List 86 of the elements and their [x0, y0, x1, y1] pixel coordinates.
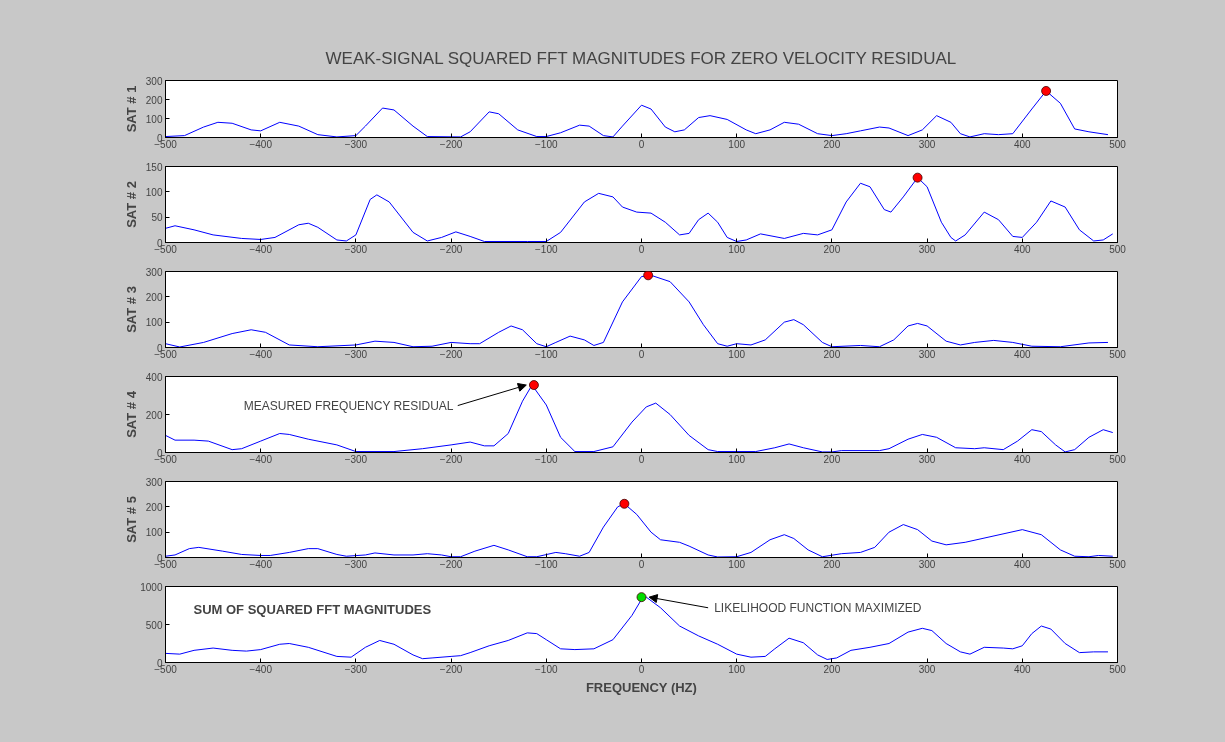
x-tick-label: 100 — [728, 558, 746, 570]
y-tick-label: 300 — [145, 476, 163, 488]
x-tick-label: 500 — [1109, 138, 1127, 150]
x-tick-label: 100 — [728, 453, 746, 465]
y-tick-label: 100 — [145, 527, 163, 539]
x-tick-label: −300 — [344, 558, 368, 570]
x-tick-label: −300 — [344, 243, 368, 255]
y-tick-label: 400 — [145, 371, 163, 383]
y-tick-label: 1000 — [140, 581, 163, 593]
x-tick-label: −100 — [535, 663, 558, 675]
x-tick-label: 300 — [918, 453, 936, 465]
x-tick-label: 500 — [1109, 453, 1127, 465]
x-axis-title: FREQUENCY (HZ) — [585, 679, 697, 695]
y-tick-label: 100 — [145, 186, 163, 198]
y-tick-label: 200 — [145, 291, 163, 303]
x-tick-label: 0 — [638, 558, 645, 570]
x-tick-label: 200 — [823, 558, 841, 570]
x-tick-label: 500 — [1109, 243, 1127, 255]
y-tick-label: 50 — [151, 212, 163, 224]
x-tick-label: −100 — [535, 558, 558, 570]
x-tick-label: 200 — [823, 453, 841, 465]
x-tick-label: 400 — [1013, 348, 1032, 360]
x-tick-label: 0 — [638, 138, 645, 150]
x-tick-label: −400 — [249, 663, 273, 675]
x-tick-label: 0 — [638, 348, 645, 360]
annotation: SUM OF SQUARED FFT MAGNITUDES — [193, 601, 432, 617]
x-tick-label: 300 — [918, 138, 936, 150]
x-tick-label: 0 — [638, 453, 645, 465]
x-tick-label: 500 — [1109, 348, 1127, 360]
x-tick-label: 100 — [728, 243, 746, 255]
x-tick-label: 400 — [1013, 558, 1032, 570]
x-tick-label: −400 — [249, 558, 273, 570]
x-tick-label: 0 — [638, 243, 645, 255]
y-tick-label: 100 — [145, 113, 163, 125]
y-tick-label: 200 — [145, 501, 163, 513]
x-tick-label: 400 — [1013, 138, 1032, 150]
x-tick-label: −300 — [344, 453, 368, 465]
y-tick-label: 300 — [145, 75, 163, 87]
x-tick-label: −200 — [439, 243, 463, 255]
x-tick-label: 300 — [918, 243, 936, 255]
y-tick-label: 100 — [145, 317, 163, 329]
y-axis-title: SAT # 3 — [123, 286, 139, 333]
x-tick-label: 300 — [918, 558, 936, 570]
x-tick-label: 300 — [918, 663, 936, 675]
x-tick-label: 300 — [918, 348, 936, 360]
x-tick-label: 400 — [1013, 663, 1032, 675]
x-tick-label: −300 — [344, 663, 368, 675]
y-axis-title: SAT # 2 — [123, 181, 139, 228]
y-axis-title: SAT # 1 — [123, 85, 139, 133]
x-tick-label: 500 — [1109, 558, 1127, 570]
x-tick-label: −400 — [249, 348, 273, 360]
x-tick-label: 100 — [728, 663, 746, 675]
x-tick-label: −100 — [535, 243, 558, 255]
x-tick-label: 200 — [823, 348, 841, 360]
x-tick-label: −400 — [249, 138, 273, 150]
y-tick-label: 150 — [145, 161, 163, 173]
chart-title: WEAK-SIGNAL SQUARED FFT MAGNITUDES FOR ZERO VELOCITY RESIDUAL — [325, 49, 957, 68]
y-tick-label: 200 — [145, 409, 163, 421]
x-tick-label: −200 — [439, 138, 463, 150]
x-tick-label: 400 — [1013, 243, 1032, 255]
x-tick-label: 200 — [823, 138, 841, 150]
x-tick-label: −400 — [249, 453, 273, 465]
x-tick-label: −100 — [535, 138, 558, 150]
x-tick-label: 100 — [728, 348, 746, 360]
x-tick-label: −300 — [344, 348, 368, 360]
x-tick-label: −300 — [344, 138, 368, 150]
x-tick-label: 200 — [823, 243, 841, 255]
y-tick-label: 500 — [145, 619, 163, 631]
annotation: MEASURED FREQUENCY RESIDUAL — [243, 398, 454, 413]
y-tick-label: 200 — [145, 94, 163, 106]
x-tick-label: −200 — [439, 348, 463, 360]
x-tick-label: −200 — [439, 453, 463, 465]
annotation: LIKELIHOOD FUNCTION MAXIMIZED — [714, 600, 922, 615]
x-tick-label: −200 — [439, 558, 463, 570]
x-tick-label: 400 — [1013, 453, 1032, 465]
x-tick-label: −100 — [535, 348, 558, 360]
y-axis-title: SAT # 4 — [123, 390, 139, 438]
x-tick-label: −100 — [535, 453, 558, 465]
x-tick-label: 100 — [728, 138, 746, 150]
x-tick-label: 200 — [823, 663, 841, 675]
x-tick-label: 500 — [1109, 663, 1127, 675]
y-axis-title: SAT # 5 — [123, 496, 139, 543]
x-tick-label: −200 — [439, 663, 463, 675]
x-tick-label: −400 — [249, 243, 273, 255]
x-tick-label: 0 — [638, 663, 645, 675]
y-tick-label: 300 — [145, 266, 163, 278]
